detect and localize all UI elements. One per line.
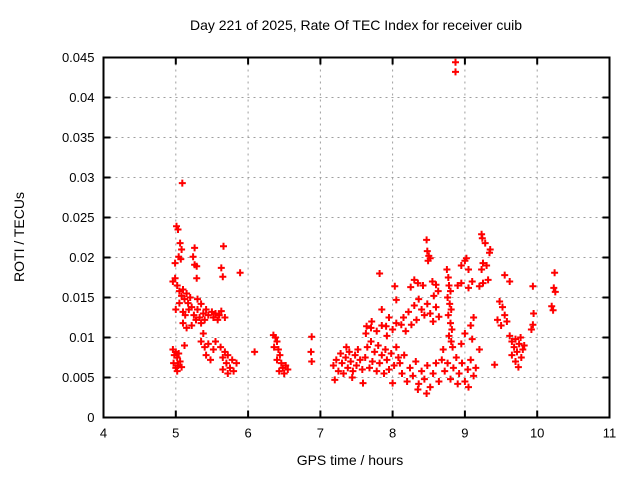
x-axis-label: GPS time / hours xyxy=(296,452,404,468)
x-tick-label: 11 xyxy=(603,426,617,441)
y-tick-label: 0.005 xyxy=(62,370,95,385)
y-tick-label: 0.02 xyxy=(69,250,94,265)
y-tick-label: 0.045 xyxy=(62,50,95,65)
x-tick-label: 10 xyxy=(530,426,544,441)
x-tick-label: 6 xyxy=(244,426,251,441)
x-tick-label: 8 xyxy=(389,426,396,441)
chart-title: Day 221 of 2025, Rate Of TEC Index for r… xyxy=(189,17,523,33)
x-tick-label: 7 xyxy=(317,426,324,441)
y-tick-label: 0.035 xyxy=(62,130,95,145)
x-tick-label: 4 xyxy=(100,426,107,441)
x-tick-label: 5 xyxy=(172,426,179,441)
y-tick-label: 0.01 xyxy=(69,330,94,345)
x-tick-label: 9 xyxy=(461,426,468,441)
y-tick-label: 0.015 xyxy=(62,290,95,305)
y-tick-label: 0 xyxy=(87,410,94,425)
y-axis-label: ROTI / TECUs xyxy=(11,192,27,282)
plot-border xyxy=(102,56,611,419)
scatter-points xyxy=(169,58,559,397)
y-tick-label: 0.025 xyxy=(62,210,95,225)
y-tick-label: 0.04 xyxy=(69,90,94,105)
y-tick-label: 0.03 xyxy=(69,170,94,185)
